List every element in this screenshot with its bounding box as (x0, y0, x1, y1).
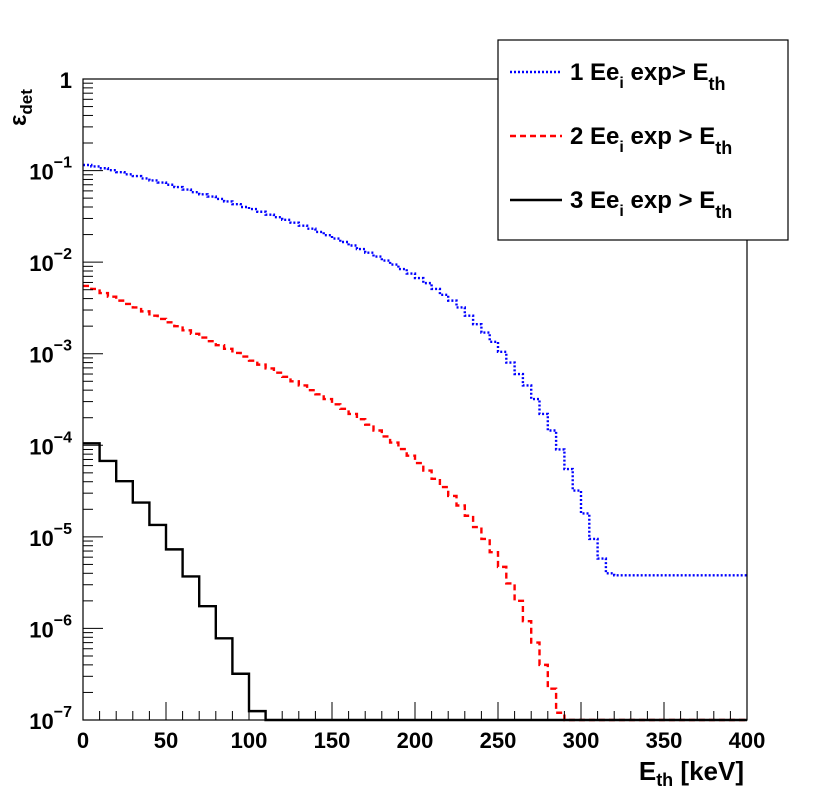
x-axis-title-sub: th (656, 770, 673, 790)
y-tick-exponent: −3 (54, 338, 72, 355)
y-tick-base: 10 (29, 617, 53, 642)
series-1-line (83, 163, 747, 577)
y-tick-base: 10 (29, 160, 53, 185)
legend-box (497, 39, 789, 241)
x-tick-label: 250 (480, 728, 517, 753)
y-tick-label: 10−2 (29, 246, 72, 276)
y-tick-base: 10 (29, 709, 53, 734)
x-tick-label: 0 (77, 728, 89, 753)
y-tick-base: 1 (60, 68, 72, 93)
series-3-line (83, 442, 747, 722)
x-tick-label: 50 (154, 728, 178, 753)
legend-label-1: 1 Eei exp> Eth (570, 59, 726, 94)
x-axis-title: Eth [keV] (639, 756, 744, 790)
x-tick-label: 200 (397, 728, 434, 753)
y-tick-label: 10−3 (29, 338, 72, 368)
axis-layer: 0 50 100 150 200 250 300 350 400110−110−210−310−… (29, 68, 765, 753)
legend-label-3: 3 Eei exp > Eth (570, 187, 732, 222)
x-tick-label: 150 (314, 728, 351, 753)
y-tick-label: 1 (60, 68, 72, 93)
y-tick-label: 10−5 (29, 521, 72, 551)
series-layer (83, 163, 747, 722)
x-tick-label: 400 (729, 728, 766, 753)
y-tick-exponent: −6 (54, 612, 72, 629)
legend-label-2: 2 Eei exp > Eth (570, 123, 732, 158)
legend-entries: 1 Eei exp> Eth 2 Eei exp > Eth 3 Eei exp >… (510, 59, 732, 222)
y-tick-base: 10 (29, 343, 53, 368)
y-tick-label: 10−7 (29, 704, 72, 734)
y-tick-base: 10 (29, 251, 53, 276)
y-axis-title-main: ε (5, 115, 32, 126)
y-tick-exponent: −5 (54, 521, 72, 538)
x-tick-label: 300 (563, 728, 600, 753)
y-tick-label: 10−4 (29, 429, 72, 459)
x-tick-label: 100 (231, 728, 268, 753)
y-axis-title-sub: det (17, 89, 36, 115)
series-2-line (83, 284, 747, 722)
x-axis-title-main: E (639, 756, 656, 786)
y-tick-base: 10 (29, 434, 53, 459)
x-axis-title-unit: [keV] (673, 756, 744, 786)
y-tick-exponent: −1 (54, 155, 72, 172)
y-axis-title: εdet (5, 89, 36, 126)
y-tick-base: 10 (29, 526, 53, 551)
y-tick-label: 10−1 (29, 155, 72, 185)
y-tick-exponent: −2 (54, 246, 72, 263)
y-tick-exponent: −7 (54, 704, 72, 721)
y-tick-exponent: −4 (54, 429, 72, 446)
x-tick-label: 350 (646, 728, 683, 753)
legend: 1 Eei exp> Eth 2 Eei exp > Eth 3 Eei exp >… (497, 39, 789, 241)
y-tick-label: 10−6 (29, 612, 72, 642)
